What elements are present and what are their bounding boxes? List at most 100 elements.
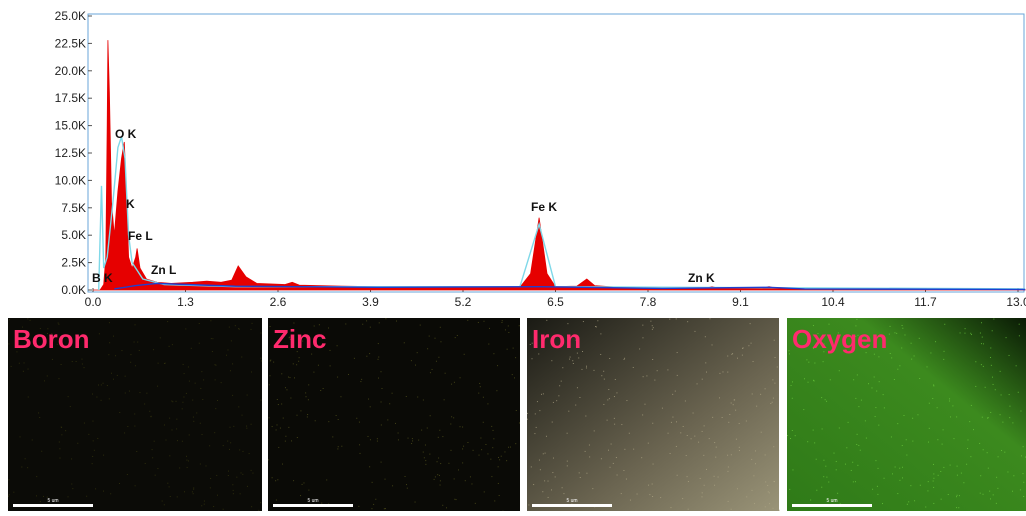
map-noise	[201, 505, 202, 506]
map-noise	[731, 454, 732, 455]
map-noise	[135, 324, 136, 325]
map-noise	[189, 381, 190, 382]
map-noise	[567, 433, 568, 434]
map-noise	[38, 412, 39, 413]
map-noise	[217, 400, 218, 401]
map-noise	[775, 357, 776, 358]
map-noise	[716, 447, 717, 448]
map-noise	[238, 328, 239, 329]
map-noise	[731, 403, 732, 404]
map-noise	[601, 375, 602, 376]
map-noise	[875, 460, 876, 461]
map-noise	[739, 423, 740, 424]
map-noise	[323, 388, 324, 389]
map-noise	[1021, 455, 1022, 456]
map-noise	[1023, 482, 1024, 483]
map-label: Oxygen	[792, 324, 887, 354]
map-noise	[677, 352, 678, 353]
map-noise	[417, 397, 418, 398]
map-noise	[440, 327, 441, 328]
map-noise	[96, 397, 97, 398]
map-noise	[614, 424, 615, 425]
map-noise	[227, 441, 228, 442]
map-noise	[418, 440, 419, 441]
map-noise	[246, 428, 247, 429]
map-noise	[586, 366, 587, 367]
map-noise	[932, 398, 933, 399]
map-noise	[177, 440, 178, 441]
map-noise	[249, 453, 250, 454]
map-noise	[288, 377, 289, 378]
map-noise	[553, 458, 554, 459]
x-tick-label: 5.2	[455, 295, 472, 309]
map-noise	[770, 403, 771, 404]
map-noise	[214, 364, 215, 365]
map-noise	[8, 496, 9, 497]
map-noise	[11, 366, 12, 367]
map-noise	[239, 449, 240, 450]
map-noise	[760, 394, 761, 395]
map-noise	[894, 379, 895, 380]
map-noise	[8, 343, 9, 344]
map-noise	[772, 379, 773, 380]
map-noise	[519, 325, 520, 326]
map-noise	[614, 418, 615, 419]
map-noise	[210, 478, 211, 479]
map-noise	[836, 469, 837, 470]
map-noise	[611, 444, 612, 445]
map-noise	[107, 385, 108, 386]
map-noise	[215, 379, 216, 380]
map-noise	[435, 338, 436, 339]
map-noise	[498, 457, 499, 458]
map-noise	[958, 507, 959, 508]
map-noise	[1004, 452, 1005, 453]
map-noise	[506, 460, 507, 461]
map-noise	[548, 481, 549, 482]
map-noise	[789, 353, 790, 354]
map-noise	[137, 342, 138, 343]
map-noise	[172, 429, 173, 430]
y-tick-label: 20.0K	[55, 64, 86, 78]
map-noise	[293, 480, 294, 481]
map-noise	[694, 436, 695, 437]
map-noise	[644, 404, 645, 405]
map-noise	[933, 503, 934, 504]
map-noise	[193, 421, 194, 422]
map-noise	[392, 485, 393, 486]
map-noise	[806, 359, 807, 360]
map-noise	[980, 333, 981, 334]
map-noise	[196, 412, 197, 413]
map-noise	[487, 403, 488, 404]
map-noise	[236, 477, 237, 478]
map-noise	[586, 367, 587, 368]
map-noise	[641, 457, 642, 458]
map-noise	[895, 467, 896, 468]
map-noise	[596, 326, 597, 327]
map-noise	[134, 342, 135, 343]
map-noise	[1019, 335, 1020, 336]
map-noise	[260, 358, 261, 359]
map-noise	[485, 444, 486, 445]
map-noise	[276, 424, 277, 425]
map-noise	[539, 410, 540, 411]
map-noise	[19, 363, 20, 364]
map-noise	[230, 442, 231, 443]
map-noise	[282, 464, 283, 465]
map-noise	[179, 467, 180, 468]
map-noise	[490, 459, 491, 460]
map-noise	[884, 407, 885, 408]
map-noise	[471, 483, 472, 484]
map-noise	[676, 446, 677, 447]
map-noise	[861, 400, 862, 401]
map-noise	[378, 357, 379, 358]
map-noise	[152, 449, 153, 450]
map-noise	[291, 440, 292, 441]
map-noise	[204, 504, 205, 505]
map-noise	[1012, 422, 1013, 423]
map-noise	[427, 428, 428, 429]
map-noise	[481, 449, 482, 450]
map-noise	[251, 506, 252, 507]
map-noise	[158, 363, 159, 364]
map-noise	[535, 413, 536, 414]
map-noise	[101, 400, 102, 401]
